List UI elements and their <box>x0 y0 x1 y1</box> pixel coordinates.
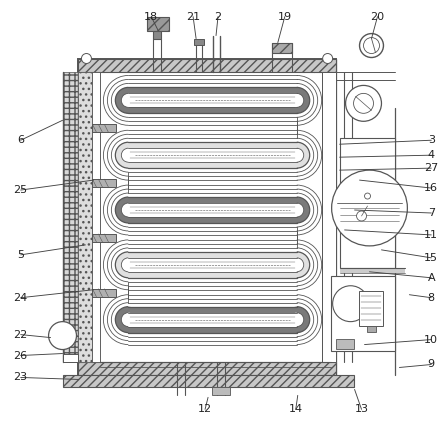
Bar <box>336 338 353 349</box>
Circle shape <box>121 313 135 327</box>
Text: 21: 21 <box>186 12 200 21</box>
Text: 7: 7 <box>428 208 435 218</box>
Circle shape <box>284 252 310 278</box>
Bar <box>128 203 297 217</box>
Circle shape <box>323 53 333 64</box>
Circle shape <box>284 306 310 333</box>
Text: 16: 16 <box>424 183 438 193</box>
Circle shape <box>364 37 380 53</box>
Bar <box>79 362 336 376</box>
Bar <box>128 88 297 113</box>
Bar <box>340 138 396 268</box>
Circle shape <box>290 148 304 162</box>
Bar <box>79 59 336 376</box>
Circle shape <box>121 93 135 107</box>
Circle shape <box>360 34 384 58</box>
Circle shape <box>115 197 141 223</box>
Text: 2: 2 <box>214 12 222 21</box>
Text: 14: 14 <box>289 404 303 414</box>
Circle shape <box>353 93 373 113</box>
Text: 27: 27 <box>424 163 438 173</box>
Circle shape <box>48 322 76 349</box>
Text: 13: 13 <box>355 404 369 414</box>
Text: 9: 9 <box>428 360 435 370</box>
Circle shape <box>284 88 310 113</box>
Bar <box>212 387 230 395</box>
Bar <box>92 72 100 362</box>
Text: 6: 6 <box>17 135 24 145</box>
Text: 15: 15 <box>424 253 438 263</box>
Bar <box>128 258 297 272</box>
Bar <box>79 72 92 362</box>
Bar <box>366 325 377 332</box>
Text: 22: 22 <box>13 330 28 340</box>
Circle shape <box>365 193 370 199</box>
Bar <box>128 252 297 278</box>
Text: 5: 5 <box>17 250 24 260</box>
Bar <box>128 148 297 162</box>
Bar <box>147 17 169 31</box>
Bar <box>128 142 297 168</box>
Bar <box>359 291 384 325</box>
Circle shape <box>290 93 304 107</box>
Bar <box>153 31 161 39</box>
Bar <box>128 93 297 107</box>
Circle shape <box>115 252 141 278</box>
Text: 10: 10 <box>424 335 438 344</box>
Circle shape <box>333 286 369 322</box>
Bar <box>331 276 396 351</box>
Bar <box>63 72 79 362</box>
Circle shape <box>115 142 141 168</box>
Bar <box>92 234 116 242</box>
Bar <box>92 124 116 132</box>
Bar <box>92 289 116 297</box>
Bar <box>128 313 297 327</box>
Circle shape <box>284 197 310 223</box>
Circle shape <box>290 203 304 217</box>
Bar <box>128 306 297 333</box>
Text: 8: 8 <box>428 293 435 303</box>
Bar <box>340 268 405 273</box>
Circle shape <box>284 142 310 168</box>
Text: 3: 3 <box>428 135 435 145</box>
Circle shape <box>121 258 135 272</box>
Circle shape <box>121 148 135 162</box>
Circle shape <box>290 313 304 327</box>
Bar <box>92 179 116 187</box>
Circle shape <box>332 170 408 246</box>
Text: 25: 25 <box>14 185 28 195</box>
Bar <box>63 354 79 362</box>
Bar <box>272 43 292 53</box>
Circle shape <box>81 53 91 64</box>
Text: 26: 26 <box>14 351 28 360</box>
Text: 12: 12 <box>198 404 212 414</box>
Text: 4: 4 <box>428 150 435 160</box>
Bar <box>194 39 204 45</box>
Bar <box>128 197 297 211</box>
Text: 20: 20 <box>370 12 385 21</box>
Bar <box>321 72 336 362</box>
Bar <box>128 88 297 101</box>
Circle shape <box>115 88 141 113</box>
Text: 19: 19 <box>278 12 292 21</box>
Circle shape <box>290 258 304 272</box>
Text: 11: 11 <box>424 230 438 240</box>
Bar <box>79 59 336 72</box>
Bar <box>63 376 353 387</box>
Text: A: A <box>428 273 435 283</box>
Circle shape <box>115 306 141 333</box>
Bar <box>128 197 297 223</box>
Text: 23: 23 <box>14 373 28 382</box>
Circle shape <box>345 85 381 121</box>
Text: 18: 18 <box>144 12 159 21</box>
Bar <box>100 72 321 362</box>
Bar <box>128 306 297 321</box>
Circle shape <box>357 211 366 221</box>
Circle shape <box>121 203 135 217</box>
Text: 24: 24 <box>13 293 28 303</box>
